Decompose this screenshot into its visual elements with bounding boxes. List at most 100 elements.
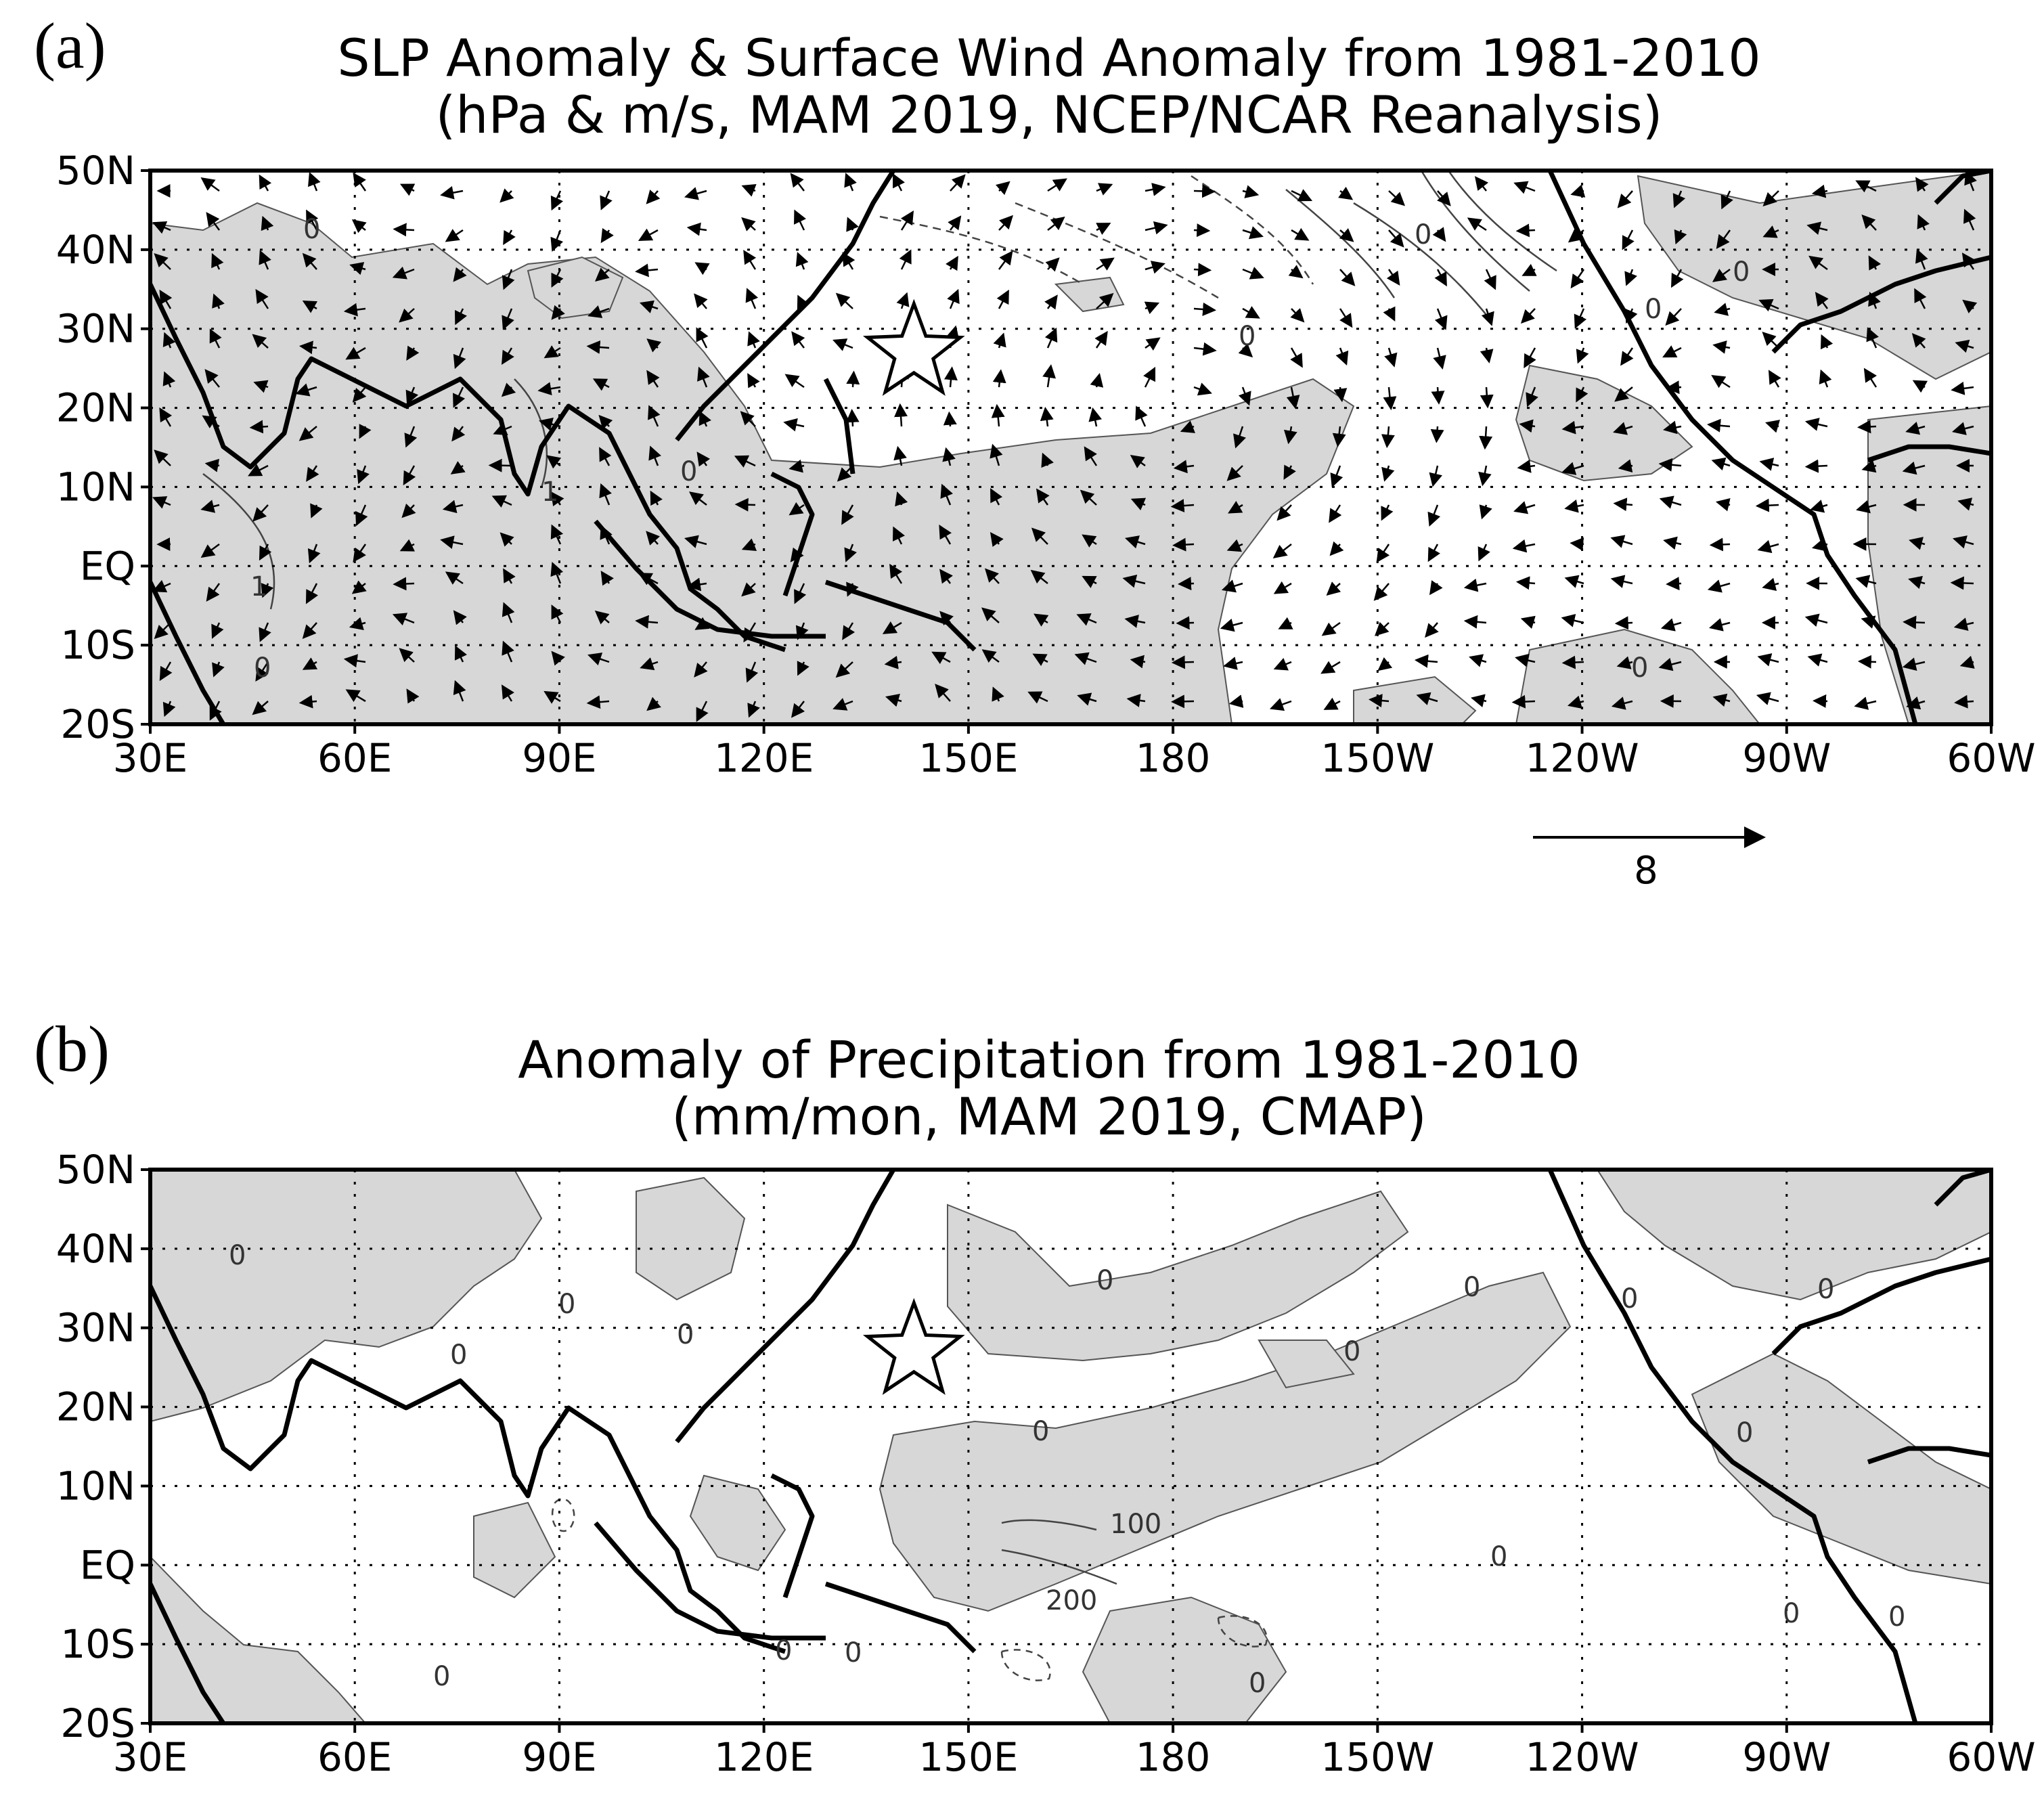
lon-tick-label: 120W — [1526, 735, 1639, 781]
lon-tick-label: 90E — [522, 735, 596, 781]
wind-vector-arrow — [251, 426, 268, 428]
wind-vector-arrow — [1668, 583, 1681, 584]
panel-b-contour-label: 0 — [450, 1340, 467, 1371]
wind-vector-arrow — [736, 504, 755, 505]
panel-b-contour-label: 0 — [1621, 1283, 1638, 1314]
panel-a-contour-label: 0 — [1733, 257, 1750, 288]
panel-b-contour-label: 0 — [433, 1661, 450, 1692]
panel-a: (a) SLP Anomaly & Surface Wind Anomaly f… — [34, 9, 2036, 893]
lon-tick-label: 150E — [918, 1734, 1018, 1780]
lon-tick-label: 150E — [918, 735, 1018, 781]
wind-vector-arrow — [1806, 466, 1827, 467]
panel-a-contour-label: 0 — [1631, 652, 1648, 684]
panel-a-contour-label: 0 — [1645, 294, 1662, 325]
panel-a-contour-label: 0 — [1239, 321, 1256, 352]
lat-tick-label: 20N — [56, 385, 135, 431]
lat-tick-label: 10N — [56, 1463, 135, 1509]
wind-vector-arrow — [1513, 701, 1535, 703]
wind-vector-arrow — [1905, 622, 1925, 623]
lat-tick-label: EQ — [80, 1542, 135, 1588]
wind-vector-arrow — [1180, 583, 1195, 584]
lon-tick-label: 90E — [522, 1734, 596, 1780]
panel-b-contour-label: 0 — [1343, 1336, 1360, 1367]
wind-vector-arrow — [1757, 505, 1779, 506]
panel-a-contour-label: 0 — [680, 456, 697, 487]
lat-tick-label: 50N — [56, 1147, 135, 1193]
wind-vector-arrow — [1173, 662, 1194, 663]
wind-vector-arrow — [1174, 544, 1194, 546]
lat-tick-label: EQ — [80, 543, 135, 589]
lat-tick-label: 10N — [56, 464, 135, 510]
panel-a-label: (a) — [34, 9, 106, 82]
lat-tick-label: 10S — [60, 1621, 135, 1667]
lon-tick-label: 60E — [317, 735, 392, 781]
panel-b-map: 0 0 0 0 0 0 0 0 0 0 0 100 200 0 0 0 0 — [150, 1170, 1991, 1723]
lon-tick-label: 180 — [1136, 1734, 1211, 1780]
panel-b-contour-label: 0 — [1463, 1272, 1480, 1303]
reference-vector-label: 8 — [1634, 849, 1658, 893]
panel-a-contour-label: 1 — [250, 571, 267, 602]
lat-tick-label: 40N — [56, 1226, 135, 1272]
lat-tick-label: 30N — [56, 306, 135, 352]
panel-b-contour-label: 0 — [1888, 1601, 1905, 1633]
panel-b-contour-label: 0 — [1817, 1274, 1834, 1305]
wind-vector-arrow — [395, 583, 414, 584]
panel-b-contour-label: 0 — [677, 1319, 694, 1350]
reference-vector: 8 — [1533, 837, 1763, 893]
wind-vector-arrow — [1572, 543, 1584, 544]
panel-b-contour-label: 0 — [775, 1635, 792, 1666]
wind-vector-arrow — [395, 229, 414, 231]
lon-tick-label: 30E — [113, 735, 187, 781]
lat-tick-label: 20N — [56, 1384, 135, 1430]
panel-a-map: 0 1 0 1 0 0 0 0 0 0 — [150, 171, 1991, 724]
lon-tick-label: 90W — [1742, 735, 1831, 781]
lon-tick-label: 120W — [1526, 1734, 1639, 1780]
panel-b-contour-label: 0 — [1490, 1541, 1507, 1572]
lat-tick-label: 10S — [60, 622, 135, 668]
lat-tick-label: 50N — [56, 148, 135, 194]
wind-vector-arrow — [1173, 701, 1195, 702]
wind-vector-arrow — [1194, 269, 1210, 270]
panel-b-contour-label: 0 — [1783, 1598, 1800, 1629]
panel-a-contour-label: 0 — [1415, 219, 1431, 250]
wind-vector-arrow — [1194, 230, 1209, 231]
panel-b-contour-label: 0 — [229, 1240, 246, 1271]
wind-vector-arrow — [1859, 661, 1876, 662]
panel-b-contour-label: 0 — [1032, 1416, 1049, 1447]
panel-b-contour-label: 100 — [1110, 1509, 1161, 1540]
lon-tick-label: 30E — [113, 1734, 187, 1780]
panel-b-subtitle: (mm/mon, MAM 2019, CMAP) — [671, 1086, 1426, 1147]
panel-b-label: (b) — [34, 1013, 110, 1085]
lon-tick-label: 180 — [1136, 735, 1211, 781]
lat-tick-label: 40N — [56, 227, 135, 273]
wind-vector-arrow — [852, 411, 853, 427]
panel-a-contour-label: 0 — [254, 652, 271, 684]
wind-vector-arrow — [1517, 230, 1535, 231]
wind-vector-arrow — [949, 413, 950, 426]
lon-tick-label: 150W — [1320, 1734, 1434, 1780]
panel-a-contour-label: 1 — [541, 477, 558, 508]
panel-b: (b) Anomaly of Precipitation from 1981-2… — [34, 1013, 2036, 1780]
wind-vector-arrow — [1859, 426, 1877, 427]
panel-a-subtitle: (hPa & m/s, MAM 2019, NCEP/NCAR Reanalys… — [436, 85, 1663, 145]
panel-b-contour-label: 0 — [1096, 1265, 1113, 1296]
lon-tick-label: 120E — [714, 1734, 814, 1780]
panel-b-contour-label: 0 — [1736, 1417, 1753, 1448]
panel-b-contour-label: 200 — [1046, 1585, 1097, 1616]
wind-vector-arrow — [1436, 426, 1438, 441]
panel-b-contour-label: 0 — [558, 1289, 575, 1320]
wind-vector-arrow — [490, 465, 512, 466]
panel-a-title: SLP Anomaly & Surface Wind Anomaly from … — [337, 28, 1760, 88]
wind-vector-arrow — [1563, 662, 1584, 663]
panel-b-contour-label: 0 — [1249, 1668, 1266, 1699]
lon-tick-label: 150W — [1320, 735, 1434, 781]
wind-vector-arrow — [1194, 191, 1214, 192]
panel-b-title: Anomaly of Precipitation from 1981-2010 — [518, 1030, 1580, 1090]
lon-tick-label: 60W — [1947, 735, 2035, 781]
lon-tick-label: 60W — [1947, 1734, 2035, 1780]
lon-tick-label: 60E — [317, 1734, 392, 1780]
lon-tick-label: 90W — [1742, 1734, 1831, 1780]
wind-vector-arrow — [1711, 544, 1730, 545]
